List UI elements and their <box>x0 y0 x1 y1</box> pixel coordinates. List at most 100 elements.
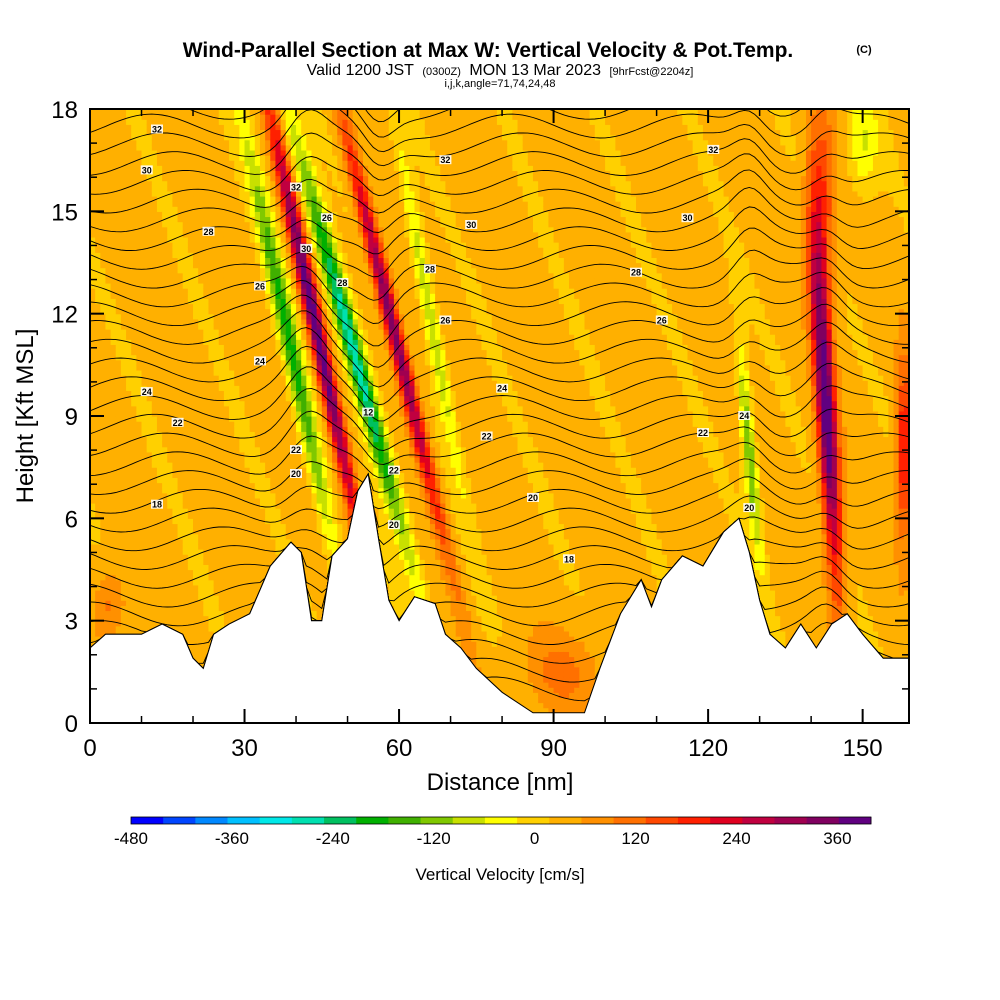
velocity-cell <box>162 282 168 289</box>
velocity-cell <box>301 405 307 412</box>
velocity-cell <box>136 569 143 576</box>
velocity-cell <box>131 303 137 310</box>
velocity-cell <box>218 221 225 228</box>
velocity-cell <box>105 518 112 525</box>
velocity-cell <box>100 487 107 494</box>
velocity-cell <box>244 579 251 586</box>
velocity-cell <box>162 277 168 284</box>
velocity-cell <box>280 170 287 177</box>
velocity-cell <box>280 155 287 161</box>
velocity-cell <box>136 549 143 555</box>
velocity-cell <box>218 426 225 432</box>
velocity-cell <box>126 359 132 366</box>
velocity-cell <box>151 410 158 417</box>
velocity-cell <box>177 267 184 274</box>
velocity-cell <box>193 139 199 146</box>
velocity-cell <box>95 308 101 315</box>
velocity-cell <box>167 206 174 212</box>
velocity-cell <box>208 380 215 386</box>
velocity-cell <box>95 528 101 535</box>
velocity-cell <box>280 175 287 182</box>
velocity-cell <box>115 134 122 141</box>
velocity-cell <box>229 375 235 381</box>
velocity-cell <box>290 395 297 402</box>
velocity-cell <box>115 293 122 299</box>
velocity-cell <box>223 467 230 473</box>
velocity-cell <box>100 559 107 565</box>
velocity-cell <box>290 354 297 361</box>
velocity-cell <box>110 293 117 299</box>
velocity-cell <box>141 574 148 581</box>
velocity-cell <box>177 195 184 202</box>
velocity-cell <box>105 180 112 187</box>
velocity-cell <box>146 134 153 141</box>
velocity-cell <box>280 441 287 448</box>
velocity-cell <box>131 134 137 141</box>
velocity-cell <box>90 533 96 540</box>
velocity-cell <box>254 165 261 171</box>
velocity-cell <box>234 231 240 238</box>
velocity-cell <box>280 513 287 519</box>
velocity-cell <box>275 549 282 555</box>
velocity-cell <box>208 523 215 530</box>
velocity-cell <box>95 231 101 238</box>
velocity-cell <box>120 400 127 407</box>
velocity-cell <box>296 139 302 146</box>
velocity-cell <box>146 410 153 417</box>
velocity-cell <box>167 272 174 279</box>
velocity-cell <box>141 190 148 197</box>
velocity-cell <box>270 303 277 310</box>
velocity-cell <box>120 129 127 136</box>
velocity-cell <box>280 308 287 315</box>
velocity-cell <box>265 288 271 294</box>
velocity-cell <box>239 180 246 187</box>
velocity-cell <box>162 405 168 412</box>
velocity-cell <box>156 487 163 494</box>
velocity-cell <box>162 160 168 166</box>
velocity-cell <box>120 262 127 269</box>
velocity-cell <box>167 569 174 576</box>
velocity-cell <box>244 339 251 345</box>
velocity-cell <box>270 339 277 345</box>
velocity-cell <box>229 119 235 125</box>
velocity-cell <box>193 144 199 151</box>
velocity-cell <box>285 334 292 340</box>
velocity-cell <box>234 421 240 427</box>
velocity-cell <box>249 559 256 565</box>
velocity-cell <box>280 400 287 407</box>
velocity-cell <box>198 462 204 468</box>
velocity-cell <box>193 559 199 565</box>
velocity-cell <box>100 436 107 443</box>
velocity-cell <box>208 180 215 187</box>
velocity-cell <box>285 236 292 243</box>
velocity-cell <box>120 349 127 356</box>
velocity-cell <box>182 410 189 417</box>
velocity-cell <box>146 538 153 545</box>
velocity-cell <box>223 502 230 509</box>
velocity-cell <box>234 502 240 509</box>
velocity-cell <box>223 456 230 463</box>
velocity-cell <box>187 354 194 361</box>
velocity-cell <box>234 482 240 489</box>
velocity-cell <box>223 395 230 402</box>
velocity-cell <box>203 252 210 258</box>
velocity-cell <box>141 579 148 586</box>
velocity-cell <box>285 344 292 351</box>
velocity-cell <box>177 610 184 617</box>
velocity-cell <box>172 308 179 315</box>
velocity-cell <box>203 221 210 228</box>
velocity-cell <box>136 436 143 443</box>
velocity-cell <box>167 446 174 453</box>
velocity-cell <box>193 421 199 427</box>
velocity-cell <box>182 554 189 560</box>
velocity-cell <box>187 375 194 381</box>
velocity-cell <box>110 538 117 545</box>
velocity-cell <box>208 344 215 351</box>
velocity-cell <box>254 441 261 448</box>
velocity-cell <box>280 323 287 330</box>
velocity-cell <box>151 533 158 540</box>
velocity-cell <box>90 615 96 622</box>
velocity-cell <box>100 180 107 187</box>
velocity-cell <box>167 129 174 136</box>
velocity-cell <box>208 543 215 550</box>
